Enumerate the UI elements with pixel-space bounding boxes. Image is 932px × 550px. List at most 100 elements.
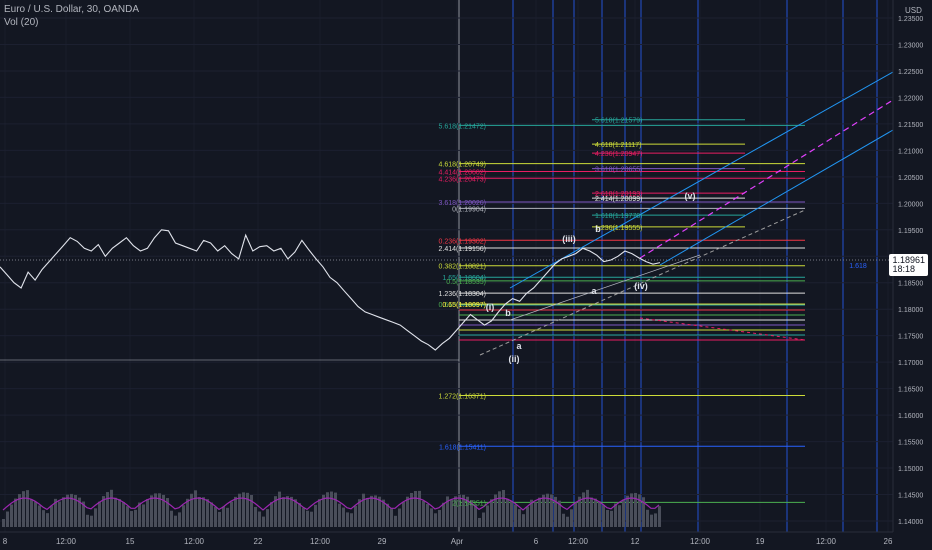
trend-channels	[479, 71, 894, 356]
volume-bar	[218, 511, 221, 527]
volume-bar	[550, 494, 553, 527]
volume-bar	[422, 500, 425, 527]
volume-bar	[314, 504, 317, 527]
volume-bar	[534, 502, 537, 527]
volume-bar	[414, 491, 417, 527]
fib-label: 1.236(1.18304)	[439, 291, 486, 298]
volume-bar	[494, 494, 497, 527]
y-tick-label: 1.23000	[898, 42, 923, 49]
volume-bar	[570, 509, 573, 527]
x-tick-label: 12:00	[56, 537, 77, 546]
volume-bar	[310, 511, 313, 527]
volume-bar	[582, 492, 585, 527]
volume-bar	[306, 510, 309, 527]
volume-bar	[150, 495, 153, 527]
x-tick-label: 29	[378, 537, 387, 546]
volume-bar	[162, 494, 165, 527]
volume-bar	[434, 513, 437, 527]
volume-bar	[214, 506, 217, 527]
volume-bar	[330, 491, 333, 527]
volume-bar	[618, 505, 621, 527]
y-tick-label: 1.16000	[898, 413, 923, 420]
volume-bar	[190, 493, 193, 527]
volume-bar	[342, 507, 345, 527]
volume-bar	[98, 501, 101, 527]
volume-bar	[30, 499, 33, 527]
volume-bar	[366, 498, 369, 527]
x-tick-label: 12:00	[690, 537, 711, 546]
x-tick-label: 12:00	[816, 537, 837, 546]
x-tick-label: 12:00	[184, 537, 205, 546]
volume-bar	[566, 516, 569, 527]
volume-bar	[278, 491, 281, 527]
volume-bar	[206, 499, 209, 527]
volume-bar	[514, 504, 517, 527]
volume-bar	[590, 497, 593, 527]
fib-label: 0.5(1.18535)	[446, 279, 486, 286]
fib-label: 2(1.14351)	[452, 500, 486, 507]
volume-bar	[22, 491, 25, 527]
volume-bar	[262, 516, 265, 527]
volume-bar	[34, 501, 37, 527]
volume-bar	[62, 497, 65, 527]
wave-label: (iii)	[562, 234, 576, 244]
volume-bar	[374, 495, 377, 527]
volume-bar	[350, 513, 353, 527]
volume-bar	[630, 493, 633, 527]
volume-bar	[458, 494, 461, 527]
volume-bar	[394, 515, 397, 527]
volume-bar	[230, 501, 233, 527]
x-tick-label: 12:00	[568, 537, 589, 546]
volume-bar	[182, 505, 185, 527]
wave-label: b	[595, 224, 601, 234]
y-tick-label: 1.14500	[898, 493, 923, 500]
volume-bar	[114, 497, 117, 527]
volume-bar	[594, 498, 597, 527]
volume-bar	[502, 489, 505, 527]
volume-bar	[378, 496, 381, 527]
fib-label: 4.236(1.20473)	[439, 176, 486, 183]
time-axis-bg	[0, 532, 932, 550]
volume-bar	[410, 492, 413, 527]
volume-bar	[522, 514, 525, 527]
volume-bar	[474, 504, 477, 527]
volume-bar	[390, 508, 393, 527]
time-axis[interactable]: 8 12:00 15 12:00 22 12:00 29 Apr 6 12:00 12 12:00 19…	[0, 531, 932, 550]
x-tick-label: 12	[631, 537, 640, 546]
wave-label: (i)	[486, 302, 495, 312]
volume-bar	[122, 502, 125, 527]
x-tick-label: 26	[884, 537, 893, 546]
volume-bar	[650, 514, 653, 527]
fib-label: 2.414(1.20099)	[595, 196, 642, 203]
x-tick-label: 6	[534, 537, 539, 546]
y-tick-label: 1.15500	[898, 440, 923, 447]
fib-level-labels: 5.618(1.21472) 4.618(1.20749)4.414(1.2060…	[439, 118, 867, 508]
volume-bar	[54, 498, 57, 527]
volume-bar	[518, 509, 521, 527]
volume-bar	[258, 511, 261, 527]
volume-bar	[386, 503, 389, 527]
volume-bar	[70, 493, 73, 527]
y-tick-label: 1.17500	[898, 334, 923, 341]
volume-bar	[26, 490, 29, 527]
volume-bar	[294, 499, 297, 527]
volume-bar	[50, 505, 53, 527]
volume-bar	[418, 490, 421, 527]
volume-bar	[174, 515, 177, 527]
volume-bar	[338, 503, 341, 527]
fib-label: 1.618(1.19778)	[595, 213, 642, 220]
volume-bar	[334, 492, 337, 527]
volume-bar	[46, 513, 49, 527]
y-tick-label: 1.21500	[898, 122, 923, 129]
fib-level-lines	[0, 119, 893, 503]
volume-bar	[654, 513, 657, 527]
x-tick-label: 12:00	[310, 537, 331, 546]
fib-label: 4.618(1.20749)	[439, 162, 486, 169]
channel-upper	[509, 71, 894, 289]
fib-label: 4.414(1.20602)	[439, 169, 486, 176]
volume-bar	[634, 492, 637, 527]
channel-lower	[659, 129, 894, 266]
volume-bar	[86, 514, 89, 527]
